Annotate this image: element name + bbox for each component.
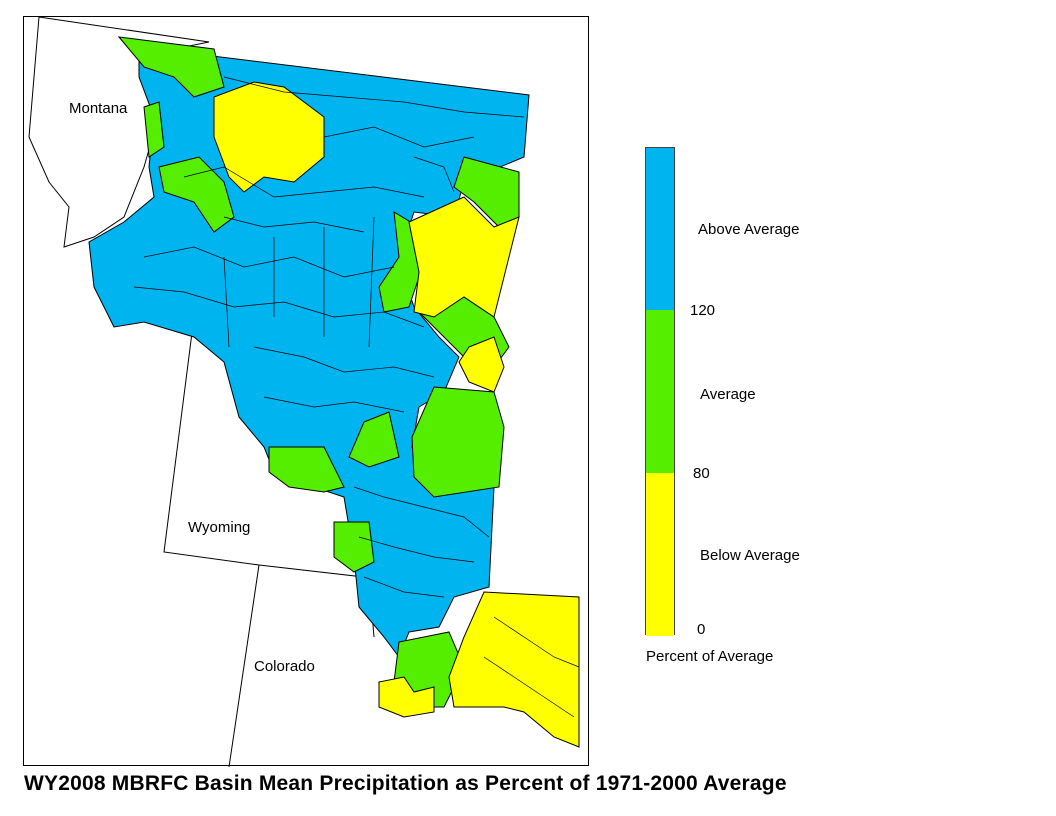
legend-caption: Percent of Average (646, 648, 774, 665)
legend-swatch-below-average (646, 473, 674, 636)
sub-basin-lines (133, 76, 580, 718)
region-below-average-south (378, 676, 435, 718)
region-average-west-2 (158, 156, 235, 233)
legend-break-120: 120 (690, 302, 716, 319)
legend-swatch-average (646, 310, 674, 473)
map-frame: Montana Wyoming Colorado (23, 16, 589, 767)
region-below-average-north (213, 81, 325, 193)
legend-color-bar (645, 147, 675, 636)
region-average-central (348, 411, 400, 468)
region-average-north (117, 36, 225, 98)
region-below-average-east-1 (408, 196, 520, 318)
region-below-average-southeast (448, 591, 580, 748)
legend-label-average: Average (700, 386, 756, 403)
map-title: WY2008 MBRFC Basin Mean Precipitation as… (24, 772, 787, 795)
legend-label-above-average: Above Average (698, 221, 800, 238)
region-average-west-1 (143, 101, 165, 158)
legend-swatch-above-average (646, 148, 674, 310)
basin-map (28, 17, 580, 767)
region-average-south-1 (333, 521, 375, 573)
legend-break-80: 80 (693, 465, 710, 482)
region-average-east-4 (411, 386, 505, 498)
state-label-colorado: Colorado (254, 658, 315, 675)
state-label-wyoming: Wyoming (188, 519, 251, 536)
region-average-southwest (268, 446, 345, 493)
state-label-montana: Montana (69, 100, 128, 117)
region-below-average-east-2 (458, 336, 505, 393)
legend-label-below-average: Below Average (700, 547, 800, 564)
legend-break-0: 0 (697, 621, 706, 638)
